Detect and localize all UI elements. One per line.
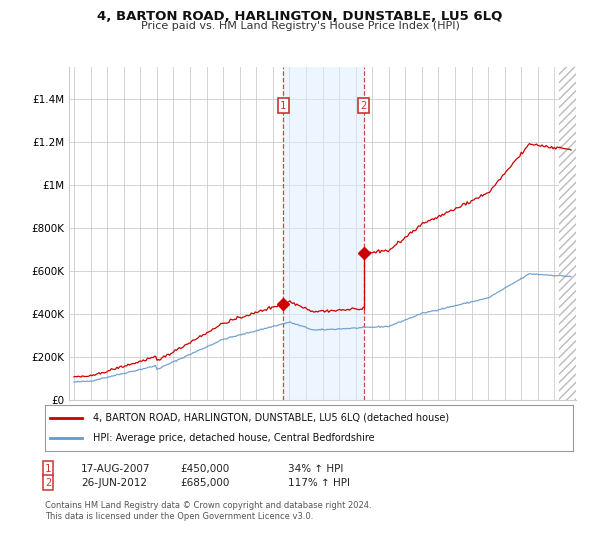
Text: 1: 1 [45, 464, 51, 474]
Text: 117% ↑ HPI: 117% ↑ HPI [288, 478, 350, 488]
Bar [559, 67, 580, 400]
Bar [283, 67, 364, 400]
Text: Price paid vs. HM Land Registry's House Price Index (HPI): Price paid vs. HM Land Registry's House … [140, 21, 460, 31]
Text: 26-JUN-2012: 26-JUN-2012 [81, 478, 147, 488]
Text: 4, BARTON ROAD, HARLINGTON, DUNSTABLE, LU5 6LQ: 4, BARTON ROAD, HARLINGTON, DUNSTABLE, L… [97, 10, 503, 23]
Text: HPI: Average price, detached house, Central Bedfordshire: HPI: Average price, detached house, Cent… [92, 433, 374, 443]
Text: £685,000: £685,000 [180, 478, 229, 488]
Text: 4, BARTON ROAD, HARLINGTON, DUNSTABLE, LU5 6LQ (detached house): 4, BARTON ROAD, HARLINGTON, DUNSTABLE, L… [92, 413, 449, 423]
Text: £450,000: £450,000 [180, 464, 229, 474]
Text: Contains HM Land Registry data © Crown copyright and database right 2024.
This d: Contains HM Land Registry data © Crown c… [45, 501, 371, 521]
Text: 2: 2 [361, 100, 367, 110]
Text: 1: 1 [280, 100, 286, 110]
Text: 34% ↑ HPI: 34% ↑ HPI [288, 464, 343, 474]
Text: 17-AUG-2007: 17-AUG-2007 [81, 464, 151, 474]
Text: 2: 2 [45, 478, 51, 488]
